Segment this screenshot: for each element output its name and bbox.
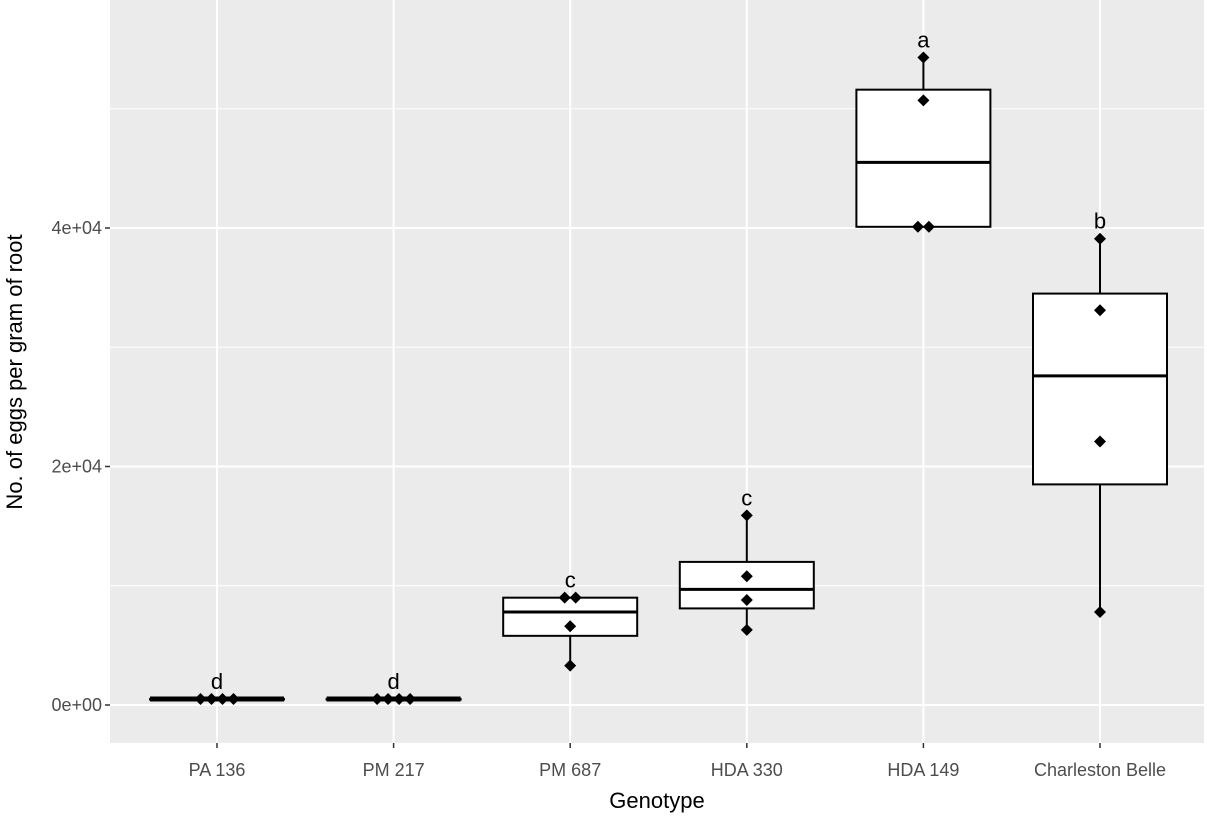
box-pa-136: d xyxy=(149,669,285,706)
data-point-diamond xyxy=(382,693,395,706)
significance-letter: d xyxy=(211,669,223,694)
data-point-diamond xyxy=(740,623,753,636)
y-tick-label: 4e+04 xyxy=(51,218,102,238)
significance-letter: c xyxy=(741,485,752,510)
data-point-diamond xyxy=(371,693,384,706)
data-point-diamond xyxy=(740,594,753,607)
x-tick-label: Charleston Belle xyxy=(1034,760,1166,780)
data-point-diamond xyxy=(558,591,571,604)
data-point-diamond xyxy=(564,620,577,633)
y-tick-label: 2e+04 xyxy=(51,457,102,477)
box-iqr xyxy=(855,88,992,228)
data-point-diamond xyxy=(917,51,930,64)
data-point-diamond xyxy=(740,570,753,583)
data-point-diamond xyxy=(216,693,229,706)
significance-letter: d xyxy=(387,669,399,694)
x-tick-label: PM 687 xyxy=(539,760,601,780)
y-axis: 0e+00 2e+04 4e+04 xyxy=(51,218,110,715)
box-iqr xyxy=(1032,292,1168,486)
data-point-diamond xyxy=(1094,304,1106,317)
significance-letter: a xyxy=(917,27,930,52)
data-point-diamond xyxy=(569,591,582,604)
plot-panel xyxy=(110,0,1204,743)
significance-letter: b xyxy=(1094,209,1106,234)
data-point-diamond xyxy=(1094,232,1106,245)
box-pm-687: c xyxy=(502,568,639,672)
data-point-diamond xyxy=(917,94,930,107)
x-axis-title: Genotype xyxy=(609,788,704,813)
data-point-diamond xyxy=(911,220,924,233)
box-pm-217: d xyxy=(325,669,462,706)
box-hda-330: c xyxy=(678,485,815,636)
data-point-diamond xyxy=(404,693,417,706)
x-tick-label: PM 217 xyxy=(363,760,425,780)
data-point-diamond xyxy=(1094,605,1106,618)
data-point-diamond xyxy=(740,509,753,522)
x-tick-label: PA 136 xyxy=(189,760,246,780)
x-tick-label: HDA 330 xyxy=(711,760,783,780)
data-point-diamond xyxy=(1094,435,1106,448)
x-tick-label: HDA 149 xyxy=(887,760,959,780)
box-hda-149: a xyxy=(855,27,992,233)
data-point-diamond xyxy=(227,693,240,706)
y-axis-title: No. of eggs per gram of root xyxy=(2,234,27,509)
data-point-diamond xyxy=(194,693,207,706)
data-point-diamond xyxy=(205,693,218,706)
box-series: d d c c a b xyxy=(149,27,1168,706)
x-axis: PA 136 PM 217 PM 687 HDA 330 HDA 149 Charlest… xyxy=(189,743,1166,780)
data-point-diamond xyxy=(564,659,577,672)
box-charleston-belle: b xyxy=(1032,209,1168,618)
data-point-diamond xyxy=(393,693,406,706)
y-tick-label: 0e+00 xyxy=(51,695,102,715)
data-point-diamond xyxy=(922,220,935,233)
significance-letter: c xyxy=(565,568,576,593)
